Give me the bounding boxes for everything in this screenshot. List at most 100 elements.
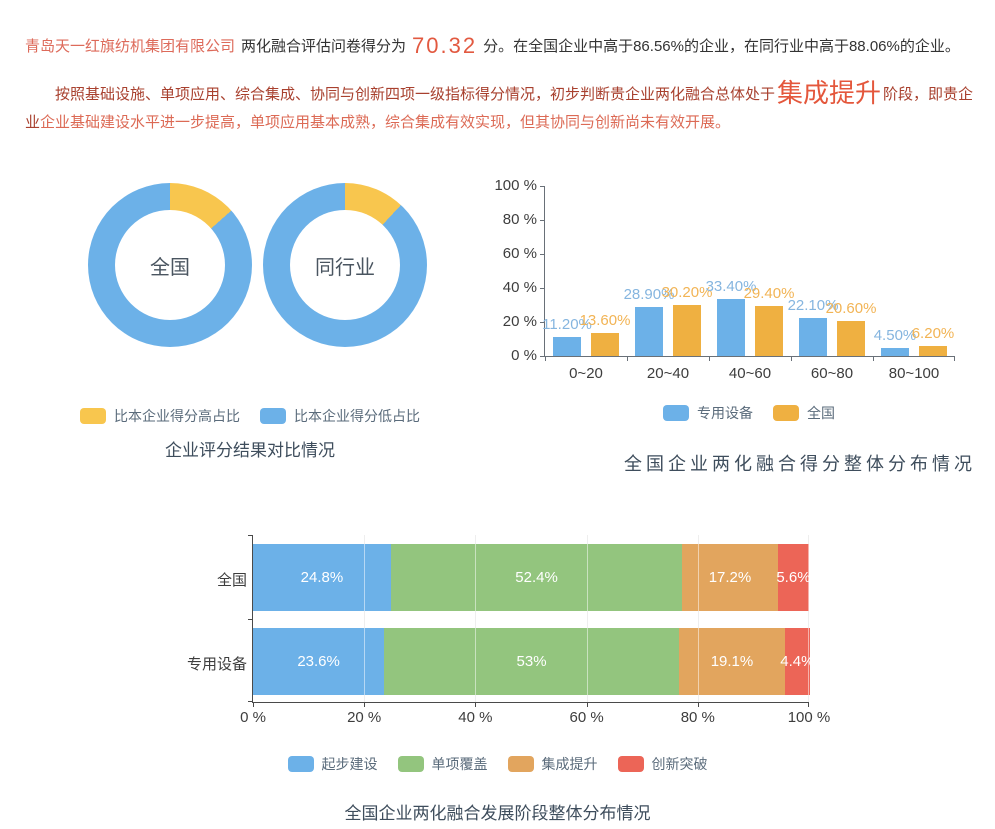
- gridline-overlay: [808, 535, 809, 702]
- legend-label: 创新突破: [651, 756, 708, 772]
- segment-起步建设: 24.8%: [253, 544, 391, 611]
- donut-legend: 比本企业得分高占比 比本企业得分低占比: [60, 406, 440, 426]
- legend-swatch-blue: [260, 408, 286, 424]
- legend-item-stage-3[interactable]: 集成提升: [507, 754, 598, 774]
- legend-item-special-equipment[interactable]: 专用设备: [663, 403, 753, 423]
- y-axis-label: 20 %: [502, 313, 537, 330]
- segment-value-label: 24.8%: [300, 569, 344, 586]
- gridline-overlay: [697, 535, 699, 702]
- legend-item-stage-1[interactable]: 起步建设: [287, 754, 378, 774]
- x-axis-label: 40 %: [458, 709, 493, 726]
- legend-item-lower-share[interactable]: 比本企业得分低占比: [260, 406, 420, 426]
- bar-专用设备: [881, 348, 909, 356]
- x-axis-label: 60 %: [569, 709, 604, 726]
- legend-item-stage-4[interactable]: 创新突破: [617, 754, 708, 774]
- segment-value-label: 53%: [516, 653, 547, 670]
- x-axis-tick: [954, 356, 955, 361]
- bar-专用设备: [717, 299, 745, 356]
- x-axis-label: 80 %: [680, 709, 715, 726]
- segment-单项覆盖: 52.4%: [390, 544, 683, 611]
- y-axis-label: 80 %: [502, 211, 537, 228]
- x-axis-label: 0 %: [240, 709, 266, 726]
- legend-swatch-red: [617, 756, 644, 772]
- legend-item-higher-share[interactable]: 比本企业得分高占比: [80, 406, 240, 426]
- bar-value-label: 33.40%: [705, 278, 757, 296]
- summary-paragraph: 青岛天一红旗纺机集团有限公司 两化融合评估问卷得分为 70.32 分。在全国企业中高于…: [25, 33, 985, 60]
- legend-label: 比本企业得分低占比: [294, 408, 420, 424]
- x-axis-tick: [697, 702, 699, 707]
- x-axis-tick: [545, 356, 546, 361]
- donut-chart-title: 企业评分结果对比情况: [165, 441, 335, 460]
- y-axis-tick: [540, 186, 545, 187]
- segment-value-label: 52.4%: [515, 569, 558, 586]
- x-axis-tick: [709, 356, 710, 361]
- legend-swatch-blue: [287, 756, 314, 772]
- bar-chart-title: 全国企业两化融合得分整体分布情况: [624, 454, 976, 474]
- y-axis-tick: [248, 535, 253, 536]
- x-axis-category-label: 60~80: [810, 365, 854, 382]
- bar-value-label: 4.50%: [873, 327, 917, 345]
- score-suffix-text: 分。在全国企业中高于86.56%的企业，在同行业中高于88.06%的企业。: [483, 38, 960, 55]
- segment-value-label: 4.4%: [780, 653, 815, 670]
- legend-swatch-yellow: [80, 408, 106, 424]
- legend-label: 专用设备: [697, 405, 753, 421]
- y-axis-label: 40 %: [502, 279, 537, 296]
- legend-item-stage-2[interactable]: 单项覆盖: [397, 754, 488, 774]
- y-axis-label: 60 %: [502, 245, 537, 262]
- donut-center-label: 同行业: [315, 256, 375, 279]
- y-axis-tick: [540, 288, 545, 289]
- segment-创新突破: 5.6%: [776, 544, 811, 611]
- analysis-paragraph: 按照基础设施、单项应用、综合集成、协同与创新四项一级指标得分情况，初步判断贵企业…: [25, 79, 977, 137]
- x-axis-tick: [586, 702, 588, 707]
- company-name: 青岛天一红旗纺机集团有限公司: [25, 38, 236, 55]
- x-axis-tick: [364, 702, 366, 707]
- legend-label: 单项覆盖: [431, 756, 488, 772]
- analysis-text-1: 按照基础设施、单项应用、综合集成、协同与创新四项一级指标得分情况，初步判断贵企业…: [55, 86, 776, 103]
- analysis-text-2: 阶段，即贵企业: [25, 86, 974, 131]
- bar-全国: [919, 345, 947, 356]
- y-axis-tick: [540, 254, 545, 255]
- legend-item-national[interactable]: 全国: [773, 403, 835, 423]
- x-axis-tick: [627, 356, 628, 361]
- x-axis-category-label: 0~20: [569, 365, 603, 382]
- analysis-text-3: 企业基础建设水平进一步提高，单项应用基本成熟，综合集成有效实现，但其协同与创新尚…: [40, 114, 731, 131]
- bar-value-label: 11.20%: [542, 316, 592, 333]
- y-axis-tick: [248, 701, 253, 702]
- gridline-overlay: [364, 535, 366, 702]
- bar-value-label: 22.10%: [787, 297, 839, 315]
- stacked-chart-title: 全国企业两化融合发展阶段整体分布情况: [344, 804, 651, 823]
- stacked-row-全国: 24.8% 52.4% 17.2% 5.6%: [253, 544, 811, 611]
- bar-全国: [755, 306, 783, 356]
- y-axis-label: 100 %: [494, 177, 537, 194]
- bar-value-label: 28.90%: [623, 285, 675, 303]
- legend-swatch-orange: [507, 756, 534, 772]
- gridline-overlay: [475, 535, 477, 702]
- bar-chart-legend: 专用设备 全国: [544, 403, 954, 423]
- donut-center-label: 全国: [150, 256, 190, 279]
- x-axis-tick: [791, 356, 792, 361]
- score-prefix-text: 两化融合评估问卷得分为: [241, 38, 407, 55]
- bar-专用设备: [553, 337, 581, 356]
- x-axis-tick: [253, 702, 254, 707]
- x-axis-tick: [475, 702, 477, 707]
- score-value: 70.32: [412, 33, 478, 58]
- y-axis-tick: [540, 322, 545, 323]
- legend-label: 集成提升: [541, 756, 598, 772]
- segment-集成提升: 17.2%: [682, 544, 778, 611]
- bar-专用设备: [799, 318, 827, 356]
- x-axis-tick: [808, 702, 809, 707]
- segment-value-label: 17.2%: [708, 569, 752, 586]
- x-axis-label: 100 %: [787, 709, 831, 726]
- segment-单项覆盖: 53%: [384, 628, 679, 695]
- gridline-overlay: [586, 535, 588, 702]
- bar-全国: [591, 332, 619, 356]
- x-axis-category-label: 40~60: [728, 365, 772, 382]
- legend-swatch-blue: [663, 405, 689, 421]
- bar-全国: [673, 304, 701, 356]
- x-axis-category-label: 20~40: [646, 365, 690, 382]
- score-distribution-bar-chart: 100 % 80 % 60 % 40 % 20 % 0 % 0~20 11.20% 13.60%…: [494, 177, 955, 382]
- segment-创新突破: 4.4%: [780, 628, 814, 695]
- segment-起步建设: 23.6%: [253, 628, 385, 695]
- stacked-row-专用设备: 23.6% 53% 19.1% 4.4%: [253, 628, 814, 695]
- donut-chart-national: 全国: [88, 183, 252, 347]
